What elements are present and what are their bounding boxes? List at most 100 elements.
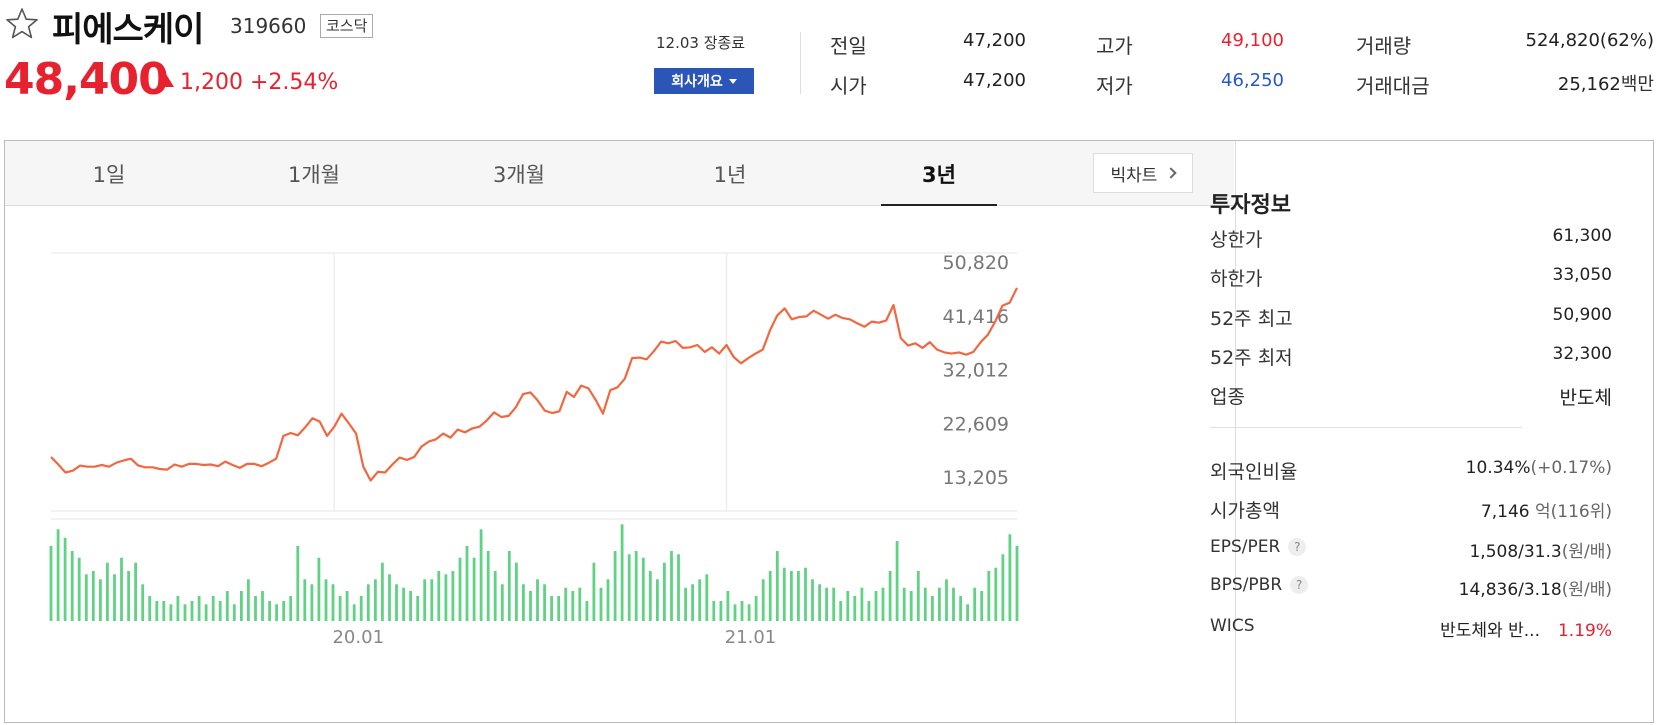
volume-bar bbox=[1015, 546, 1019, 621]
volume-bar bbox=[366, 584, 370, 621]
volume-bar bbox=[761, 579, 765, 621]
wics-value: 반도체와 반... 1.19% bbox=[1440, 616, 1612, 641]
volume-bar bbox=[726, 591, 730, 621]
volume-bar bbox=[775, 551, 779, 621]
company-overview-button[interactable]: 회사개요 bbox=[654, 68, 754, 94]
price-line bbox=[50, 287, 1018, 482]
volume-bar bbox=[811, 579, 814, 621]
tab-1-day[interactable]: 1일 bbox=[92, 163, 126, 187]
low52-label: 52주 최저 bbox=[1210, 347, 1293, 369]
volume-bar bbox=[388, 574, 391, 621]
volume-bar bbox=[691, 584, 694, 621]
volume-bar bbox=[303, 579, 307, 621]
volume-bar bbox=[437, 571, 441, 621]
volume-bar bbox=[232, 604, 236, 621]
market-cap-label: 시가총액 bbox=[1210, 500, 1280, 522]
volume-bar bbox=[204, 604, 208, 621]
low-value: 46,250 bbox=[1221, 70, 1284, 91]
volume-bar bbox=[550, 596, 553, 621]
high-value: 49,100 bbox=[1221, 30, 1284, 51]
volume-bar bbox=[515, 562, 518, 621]
invest-info-title: 투자정보 bbox=[1210, 193, 1291, 218]
volume-bar bbox=[790, 571, 793, 621]
volume-bar bbox=[183, 604, 187, 621]
wics-sector[interactable]: 반도체와 반... bbox=[1440, 621, 1540, 641]
trade-value-unit: 백만 bbox=[1620, 74, 1654, 95]
wics-label: WICS bbox=[1210, 616, 1255, 636]
volume-bar bbox=[141, 584, 145, 621]
volume-bar bbox=[832, 587, 836, 621]
volume-bar bbox=[712, 601, 716, 621]
tab-3-month[interactable]: 3개월 bbox=[492, 163, 545, 187]
chart-panel: 1일 1개월 3개월 1년 3년 빅차트 50,820 41,416 32,012 2… bbox=[4, 140, 1654, 723]
volume-bar bbox=[909, 591, 913, 621]
volume-bar bbox=[719, 601, 723, 621]
volume-bar bbox=[557, 596, 561, 621]
volume-bar bbox=[677, 554, 680, 621]
volume-bar bbox=[684, 587, 687, 621]
eps-per-label: EPS/PER? bbox=[1210, 537, 1307, 557]
info-divider bbox=[1210, 427, 1522, 428]
volume-bar bbox=[663, 562, 666, 621]
volume-bar bbox=[352, 604, 356, 621]
volume-bar bbox=[818, 584, 821, 621]
volume-bar bbox=[853, 596, 857, 621]
favorite-star-icon[interactable] bbox=[4, 6, 40, 42]
volume-bar bbox=[620, 524, 624, 621]
tab-3-year[interactable]: 3년 bbox=[922, 163, 956, 187]
help-icon[interactable]: ? bbox=[1290, 576, 1309, 594]
big-chart-button[interactable]: 빅차트 bbox=[1093, 153, 1193, 193]
volume-bar bbox=[240, 591, 243, 621]
help-icon[interactable]: ? bbox=[1288, 538, 1307, 556]
volume-bar bbox=[275, 604, 278, 621]
volume-bar bbox=[345, 591, 349, 621]
volume-bar bbox=[902, 587, 906, 621]
volume-bar bbox=[127, 571, 130, 621]
session-status: 12.03 장종료 bbox=[656, 34, 746, 52]
volume-bar bbox=[155, 601, 159, 621]
volume-bar bbox=[740, 601, 744, 621]
volume-bar bbox=[606, 579, 610, 621]
prev-close-label: 전일 bbox=[830, 34, 867, 58]
price-change-percent: +2.54% bbox=[250, 70, 339, 95]
volume-bar bbox=[564, 587, 568, 621]
eps-per-label-text: EPS/PER bbox=[1210, 537, 1281, 557]
volume-bar bbox=[846, 591, 850, 621]
volume-bar bbox=[916, 571, 920, 621]
open-label: 시가 bbox=[830, 74, 867, 98]
y-axis-ticks: 50,820 41,416 32,012 22,609 13,205 bbox=[943, 252, 1009, 489]
volume-bar bbox=[254, 596, 257, 621]
volume-bar bbox=[416, 596, 420, 621]
foreign-ratio-label: 외국인비율 bbox=[1210, 461, 1298, 483]
volume-bar bbox=[931, 596, 934, 621]
volume-bar bbox=[522, 584, 525, 621]
volume-bar bbox=[641, 557, 645, 621]
volume-bar bbox=[49, 546, 53, 621]
volume-bar bbox=[423, 579, 427, 621]
volume-bar bbox=[536, 579, 539, 621]
volume-bar bbox=[430, 579, 434, 621]
chart-grid bbox=[51, 252, 1017, 520]
volume-bar bbox=[698, 579, 702, 621]
volume-bar bbox=[465, 546, 469, 621]
market-cap-rank: (116위) bbox=[1550, 502, 1612, 522]
volume-bar bbox=[486, 551, 490, 621]
low-label: 저가 bbox=[1096, 74, 1133, 98]
volume-bar bbox=[190, 601, 194, 621]
upper-limit-value: 61,300 bbox=[1552, 226, 1612, 246]
volume-bar bbox=[162, 601, 166, 621]
volume-bar bbox=[987, 571, 991, 621]
y-tick-label: 13,205 bbox=[943, 467, 1009, 489]
bps-pbr-unit: (원/배) bbox=[1561, 580, 1612, 600]
open-value: 47,200 bbox=[963, 70, 1026, 91]
volume-bar bbox=[261, 591, 264, 621]
volume-bar bbox=[91, 571, 95, 621]
volume-bar bbox=[472, 557, 476, 621]
tab-1-month[interactable]: 1개월 bbox=[287, 163, 340, 187]
bps-pbr-label: BPS/PBR? bbox=[1210, 575, 1309, 595]
volume-bar bbox=[585, 601, 589, 621]
tab-1-year[interactable]: 1년 bbox=[713, 163, 747, 187]
volume-bar bbox=[747, 604, 751, 621]
volume-bar bbox=[113, 574, 116, 621]
volume-bar bbox=[754, 596, 758, 621]
